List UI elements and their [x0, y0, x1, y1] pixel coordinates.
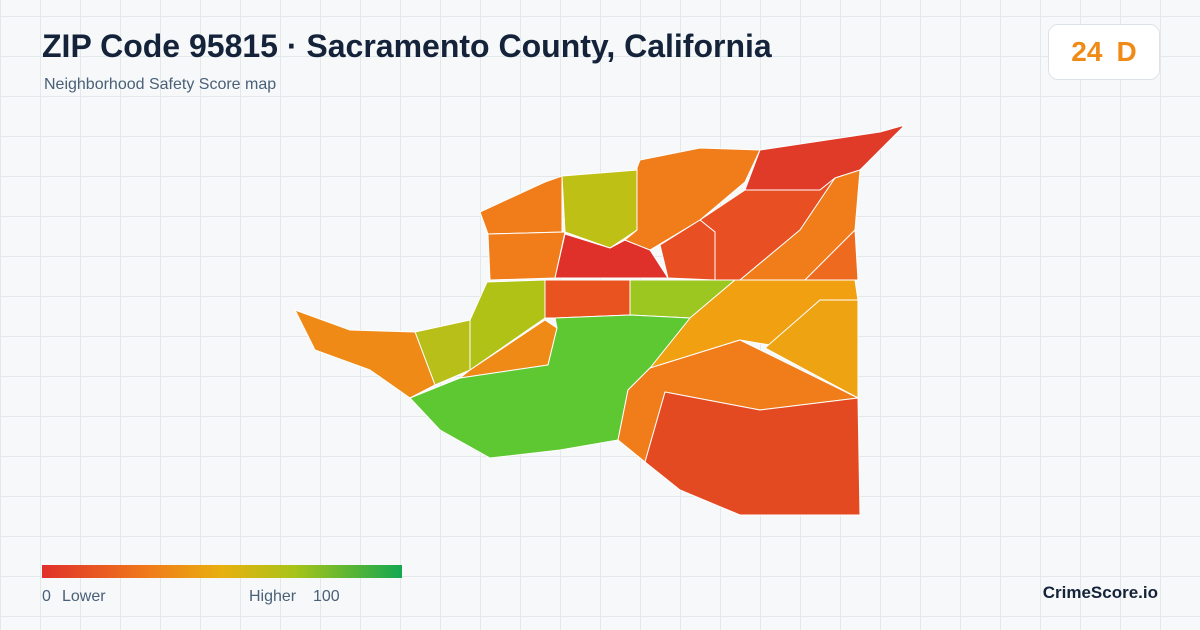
legend-bar [42, 565, 402, 578]
region [561, 169, 638, 249]
region [659, 219, 716, 281]
grade: D [1116, 36, 1137, 67]
title: ZIP Code 95815 · Sacramento County, Cali… [42, 28, 772, 64]
legend-max: 100 [313, 588, 340, 605]
legend-min-label: Lower [62, 588, 106, 605]
region [409, 314, 691, 459]
region [479, 175, 563, 235]
legend-min: 0 [42, 588, 51, 605]
region [544, 279, 631, 319]
score: 24 [1071, 36, 1103, 67]
region [294, 309, 436, 399]
region [487, 231, 566, 281]
brand: CrimeScore.io [1042, 583, 1158, 602]
region [624, 147, 761, 251]
score-badge: 24 D [1048, 24, 1160, 80]
region [644, 391, 861, 516]
legend-max-label: Higher [249, 588, 297, 605]
region [469, 279, 546, 371]
subtitle: Neighborhood Safety Score map [44, 76, 277, 93]
region [744, 124, 906, 191]
